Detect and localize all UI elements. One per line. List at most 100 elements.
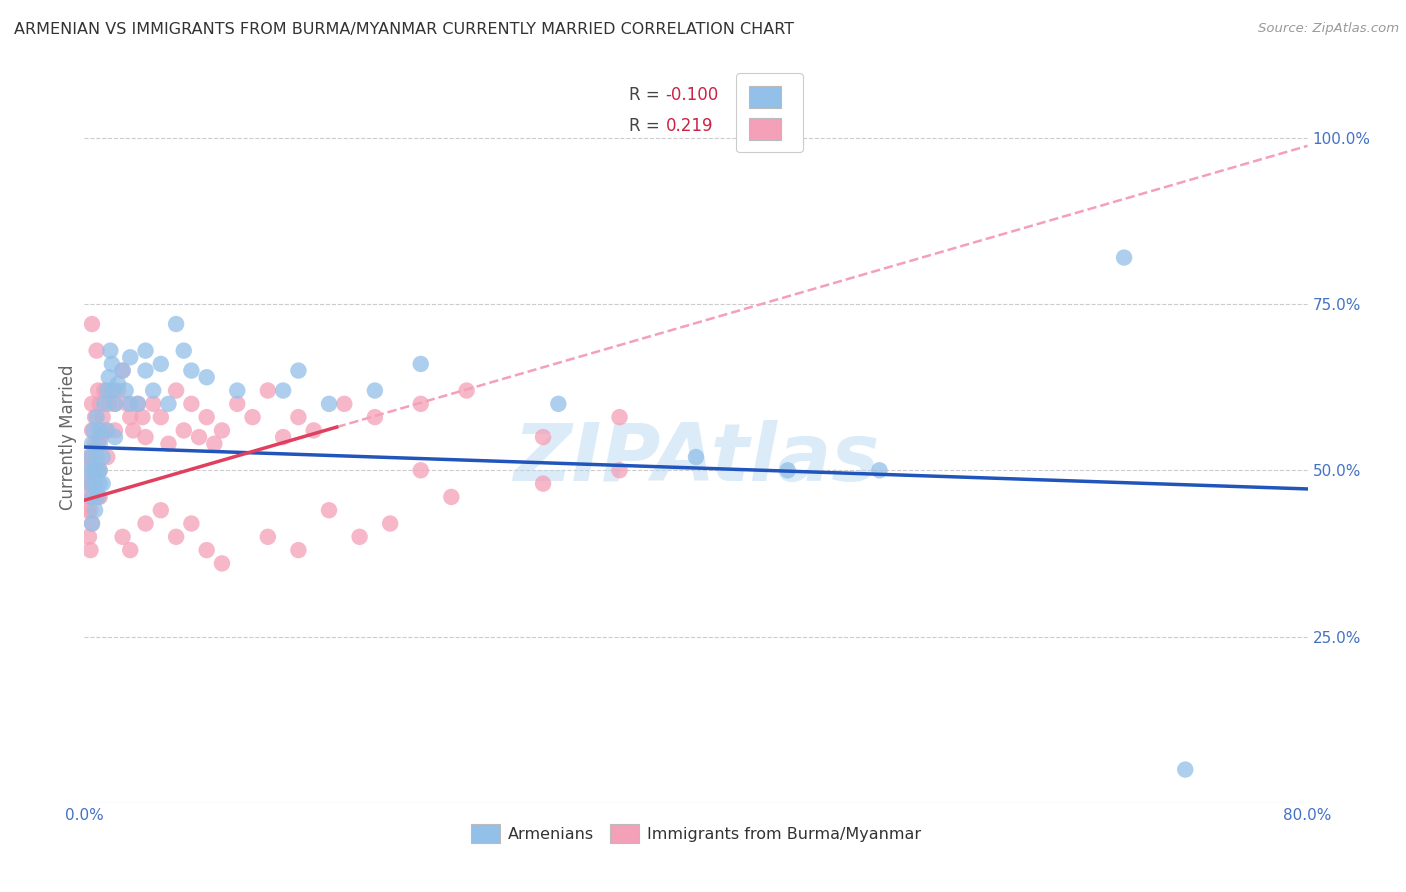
Point	[90, 430, 112, 444]
Point	[84, 436, 107, 450]
Point	[226, 384, 249, 398]
Point	[364, 384, 387, 398]
Point	[80, 516, 103, 531]
Point	[96, 424, 118, 438]
Point	[173, 424, 195, 438]
Point	[89, 397, 111, 411]
Point	[1114, 251, 1136, 265]
Point	[1174, 763, 1197, 777]
Point	[135, 363, 157, 377]
Point	[135, 343, 157, 358]
Point	[173, 343, 195, 358]
Point	[349, 530, 371, 544]
Point	[84, 476, 107, 491]
Point	[120, 543, 142, 558]
Legend: Armenians, Immigrants from Burma/Myanmar: Armenians, Immigrants from Burma/Myanmar	[465, 817, 927, 850]
Point	[89, 476, 111, 491]
Point	[302, 424, 325, 438]
Point	[120, 410, 142, 425]
Point	[86, 463, 108, 477]
Point	[83, 490, 105, 504]
Point	[104, 430, 127, 444]
Point	[97, 397, 120, 411]
Point	[271, 430, 294, 444]
Text: R =: R =	[628, 86, 659, 104]
Point	[287, 543, 309, 558]
Point	[226, 397, 249, 411]
Point	[195, 370, 218, 384]
Text: N =: N =	[745, 117, 776, 135]
Point	[76, 476, 98, 491]
Point	[77, 490, 100, 504]
Point	[122, 424, 145, 438]
Point	[318, 397, 340, 411]
Point	[84, 410, 107, 425]
Point	[165, 530, 187, 544]
Point	[98, 343, 121, 358]
Point	[89, 436, 111, 450]
Point	[89, 463, 111, 477]
Point	[440, 490, 463, 504]
Point	[111, 363, 134, 377]
Text: 56: 56	[773, 86, 794, 104]
Point	[86, 450, 108, 464]
Point	[111, 530, 134, 544]
Point	[609, 410, 631, 425]
Point	[104, 397, 127, 411]
Point	[531, 430, 554, 444]
Point	[87, 463, 110, 477]
Point	[94, 424, 117, 438]
Point	[104, 424, 127, 438]
Point	[157, 436, 180, 450]
Point	[188, 430, 211, 444]
Point	[84, 503, 107, 517]
Point	[77, 530, 100, 544]
Point	[242, 410, 264, 425]
Point	[86, 490, 108, 504]
Point	[96, 450, 118, 464]
Point	[114, 384, 136, 398]
Point	[165, 384, 187, 398]
Text: 0.219: 0.219	[665, 117, 713, 135]
Point	[89, 424, 111, 438]
Point	[91, 476, 114, 491]
Y-axis label: Currently Married: Currently Married	[59, 364, 77, 510]
Point	[91, 450, 114, 464]
Point	[135, 430, 157, 444]
Point	[409, 357, 432, 371]
Point	[107, 376, 129, 391]
Point	[211, 557, 233, 571]
Point	[89, 490, 111, 504]
Point	[86, 343, 108, 358]
Text: -0.100: -0.100	[665, 86, 718, 104]
Point	[120, 397, 142, 411]
Point	[409, 397, 432, 411]
Point	[80, 397, 103, 411]
Point	[80, 436, 103, 450]
Point	[157, 397, 180, 411]
Point	[80, 317, 103, 331]
Point	[149, 357, 172, 371]
Point	[202, 436, 225, 450]
Text: Source: ZipAtlas.com: Source: ZipAtlas.com	[1258, 22, 1399, 36]
Point	[287, 363, 309, 377]
Point	[180, 516, 202, 531]
Point	[96, 384, 118, 398]
Point	[80, 490, 103, 504]
Point	[79, 450, 101, 464]
Point	[93, 384, 115, 398]
Point	[195, 410, 218, 425]
Point	[79, 543, 101, 558]
Point	[685, 450, 707, 464]
Point	[257, 530, 280, 544]
Point	[131, 410, 153, 425]
Point	[83, 424, 105, 438]
Point	[77, 450, 100, 464]
Point	[149, 410, 172, 425]
Point	[547, 397, 569, 411]
Point	[111, 363, 134, 377]
Point	[76, 503, 98, 517]
Point	[87, 436, 110, 450]
Point	[609, 463, 631, 477]
Point	[456, 384, 478, 398]
